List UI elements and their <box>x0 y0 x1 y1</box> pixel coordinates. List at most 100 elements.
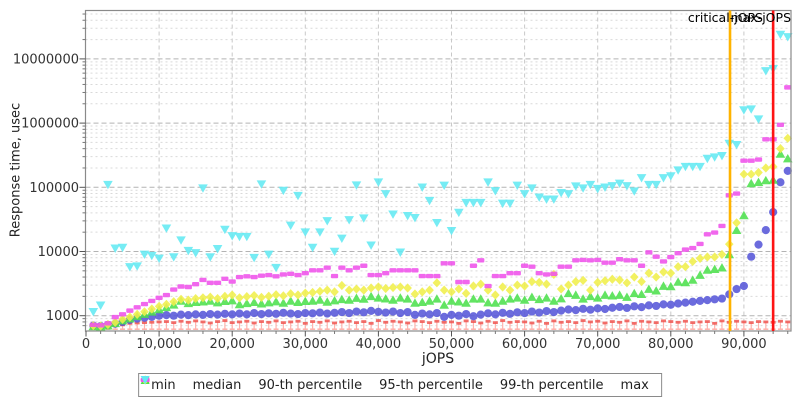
point <box>89 322 97 328</box>
point <box>491 290 500 300</box>
min-whisker-cap <box>748 328 754 330</box>
point <box>412 319 418 323</box>
point <box>624 319 630 323</box>
point <box>244 319 250 323</box>
point <box>280 321 286 325</box>
point <box>608 274 617 284</box>
min-whisker-cap <box>492 328 498 330</box>
point <box>710 252 719 262</box>
point <box>535 308 544 317</box>
min-whisker-cap <box>163 328 169 330</box>
point <box>645 250 653 255</box>
point <box>358 214 369 223</box>
point <box>498 308 507 317</box>
point <box>316 268 324 273</box>
point <box>176 236 186 245</box>
legend: min median 90-th percentile 95-th percentil… <box>138 373 662 397</box>
point <box>198 310 208 319</box>
point <box>512 181 523 191</box>
point <box>191 293 200 304</box>
point <box>243 274 251 279</box>
point <box>753 115 764 124</box>
point <box>339 320 345 324</box>
point <box>732 191 741 196</box>
min-whisker-cap <box>485 328 491 330</box>
point <box>454 311 463 320</box>
point <box>602 321 608 325</box>
min-whisker-cap <box>207 328 213 330</box>
point <box>695 253 705 264</box>
point <box>338 265 346 270</box>
point <box>300 296 311 306</box>
point <box>110 317 120 327</box>
point <box>190 249 201 258</box>
point <box>513 308 522 317</box>
point <box>468 198 479 208</box>
min-whisker-cap <box>237 328 243 330</box>
x-tick-label: 0 <box>82 337 90 352</box>
point <box>279 272 287 277</box>
point <box>161 224 172 233</box>
point <box>220 309 229 318</box>
point <box>703 252 712 262</box>
point <box>580 319 586 322</box>
min-whisker-cap <box>617 328 623 330</box>
point <box>556 284 566 294</box>
y-tick-label: 10000000 <box>13 52 79 67</box>
min-whisker-cap <box>405 328 411 330</box>
point <box>242 232 252 242</box>
point <box>739 210 749 220</box>
point <box>402 211 413 221</box>
point <box>776 144 785 154</box>
point <box>154 301 164 311</box>
point <box>740 158 748 163</box>
y-axis-title: Response time, usec <box>8 102 24 238</box>
point <box>608 303 617 312</box>
point <box>454 297 464 306</box>
point <box>762 137 770 142</box>
point <box>536 319 542 323</box>
point <box>557 306 566 315</box>
point <box>761 163 771 173</box>
point <box>396 308 405 318</box>
legend-marker-max-icon <box>140 376 150 385</box>
point <box>565 320 571 323</box>
point <box>162 292 171 298</box>
point <box>506 270 514 276</box>
series-p99 <box>89 85 792 328</box>
min-whisker-cap <box>178 328 184 330</box>
point <box>330 287 339 297</box>
point <box>358 294 369 303</box>
point <box>622 292 632 301</box>
point <box>192 281 200 287</box>
point <box>205 292 215 302</box>
point <box>653 321 659 325</box>
point <box>595 319 601 323</box>
point <box>607 182 618 191</box>
point <box>402 294 413 303</box>
point <box>317 320 323 324</box>
point <box>396 282 405 292</box>
point <box>212 245 223 254</box>
point <box>446 227 457 236</box>
point <box>652 301 661 311</box>
point <box>273 319 279 323</box>
point <box>761 226 770 235</box>
point <box>468 294 479 303</box>
critical-jops-label: critical-jOPS <box>687 10 763 25</box>
point <box>579 257 587 263</box>
point <box>578 304 588 313</box>
point <box>659 300 668 309</box>
point <box>666 281 676 291</box>
point <box>242 310 251 319</box>
gridlines <box>85 10 791 331</box>
point <box>359 285 369 295</box>
min-whisker-cap <box>156 328 162 330</box>
point <box>756 320 762 323</box>
point <box>149 320 155 324</box>
point <box>734 319 740 323</box>
point <box>367 272 375 278</box>
point <box>125 263 135 272</box>
point <box>249 290 259 301</box>
